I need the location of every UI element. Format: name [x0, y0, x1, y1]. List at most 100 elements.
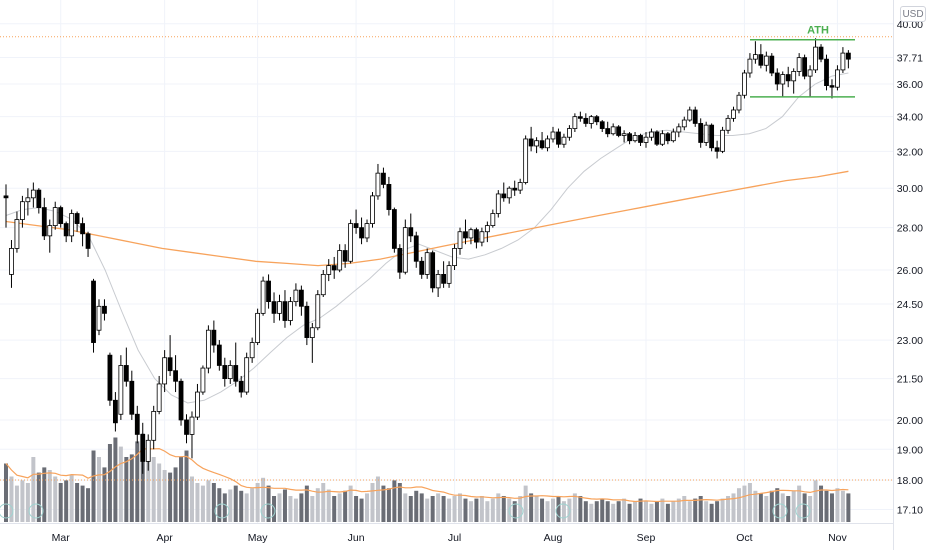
candle-body: [413, 235, 419, 262]
candle-body: [52, 207, 58, 226]
candle-body: [63, 223, 69, 237]
volume-bar: [310, 496, 315, 522]
event-marker-icon[interactable]: [555, 503, 571, 519]
candle-body: [703, 124, 709, 143]
candle-body: [561, 136, 567, 145]
volume-bar: [222, 493, 227, 522]
volume-bar: [414, 490, 419, 522]
volume-bar: [250, 488, 255, 522]
candle-body: [588, 116, 594, 124]
volume-bar: [627, 503, 632, 522]
volume-bar: [764, 496, 769, 522]
event-marker-icon[interactable]: [508, 503, 524, 519]
candle-body: [523, 138, 529, 183]
price-axis[interactable]: 40.0036.0034.0032.0030.0028.0026.0024.50…: [897, 19, 923, 517]
event-marker-icon[interactable]: [772, 503, 788, 519]
volume-bar: [69, 475, 74, 522]
candle-body: [616, 126, 622, 136]
candle-body: [665, 133, 671, 142]
volume-bar: [698, 496, 703, 522]
volume-bar: [572, 493, 577, 522]
volume-bar: [293, 498, 298, 522]
candle-body: [222, 365, 228, 380]
candle-body: [654, 131, 660, 145]
price-tick-label: 34.00: [897, 112, 923, 124]
month-tick-label: Jun: [348, 532, 365, 544]
volume-bar: [551, 498, 555, 522]
candle-body: [298, 289, 304, 307]
volume-bar: [742, 485, 747, 522]
volume-bar: [687, 501, 692, 522]
event-marker-icon[interactable]: [28, 503, 44, 519]
candle-body: [25, 197, 31, 203]
volume-bar: [501, 496, 506, 522]
candle-body: [774, 72, 780, 85]
volume-bar: [638, 498, 643, 522]
candle-body: [490, 213, 496, 226]
candle-body: [692, 109, 698, 124]
candle-body: [173, 370, 178, 382]
event-marker-icon[interactable]: [260, 503, 276, 519]
candle-body: [698, 123, 704, 143]
candle-body: [331, 265, 337, 271]
candle-body: [260, 280, 266, 314]
volume-bar: [824, 490, 829, 522]
candle-body: [315, 294, 321, 329]
volume-bar: [726, 496, 731, 522]
candle-body: [419, 260, 425, 275]
candle-body: [80, 223, 85, 235]
price-tick-label: 30.00: [897, 183, 923, 195]
candle-body: [370, 195, 375, 224]
volume-bar: [846, 493, 851, 522]
candle-body: [309, 327, 315, 338]
event-marker-icon[interactable]: [0, 503, 14, 519]
candle-body: [763, 55, 769, 66]
volume-bar: [775, 488, 780, 522]
candle-body: [785, 74, 791, 82]
month-tick-label: Mar: [52, 532, 71, 544]
time-axis[interactable]: Mar Apr May Jun Jul Aug Sep Oct Nov: [52, 532, 848, 544]
volume-bar: [200, 485, 205, 522]
candle-body: [752, 54, 758, 60]
volume-bar: [343, 490, 348, 522]
candle-body: [632, 135, 638, 142]
volume-bar: [146, 450, 151, 522]
event-marker-icon[interactable]: [795, 503, 811, 519]
candle-body: [452, 248, 457, 267]
volume-bar: [643, 501, 648, 522]
currency-badge[interactable]: USD: [900, 6, 926, 22]
candle-body: [233, 365, 239, 382]
volume-bar: [321, 483, 326, 522]
candle-body: [829, 85, 835, 88]
candle-body: [205, 329, 211, 369]
volume-bar: [490, 498, 495, 522]
candle-body: [200, 367, 206, 393]
candle-body: [134, 413, 140, 435]
volume-bar: [441, 496, 446, 522]
volume-bar: [786, 496, 791, 522]
price-tick-label: 18.00: [897, 475, 923, 487]
volume-bar: [375, 476, 380, 522]
volume-bar: [736, 488, 741, 522]
candle-body: [178, 380, 184, 421]
candle-body: [495, 193, 501, 214]
candle-body: [813, 46, 818, 71]
volume-bar: [496, 493, 501, 522]
volume-bar: [58, 483, 63, 522]
volume-bar: [337, 493, 342, 522]
volume-bar: [797, 485, 802, 522]
volume-bar: [9, 476, 14, 522]
candle-body: [550, 131, 556, 140]
volume-bar: [616, 501, 621, 522]
volume-bar: [135, 441, 140, 522]
price-tick-label: 36.00: [897, 79, 923, 91]
volume-bar: [447, 498, 452, 522]
volume-bar: [682, 496, 687, 522]
volume-bar: [676, 498, 681, 522]
volume-bar: [715, 501, 720, 522]
candle-body: [479, 231, 485, 243]
candle-body: [835, 69, 840, 88]
event-marker-icon[interactable]: [214, 503, 230, 519]
